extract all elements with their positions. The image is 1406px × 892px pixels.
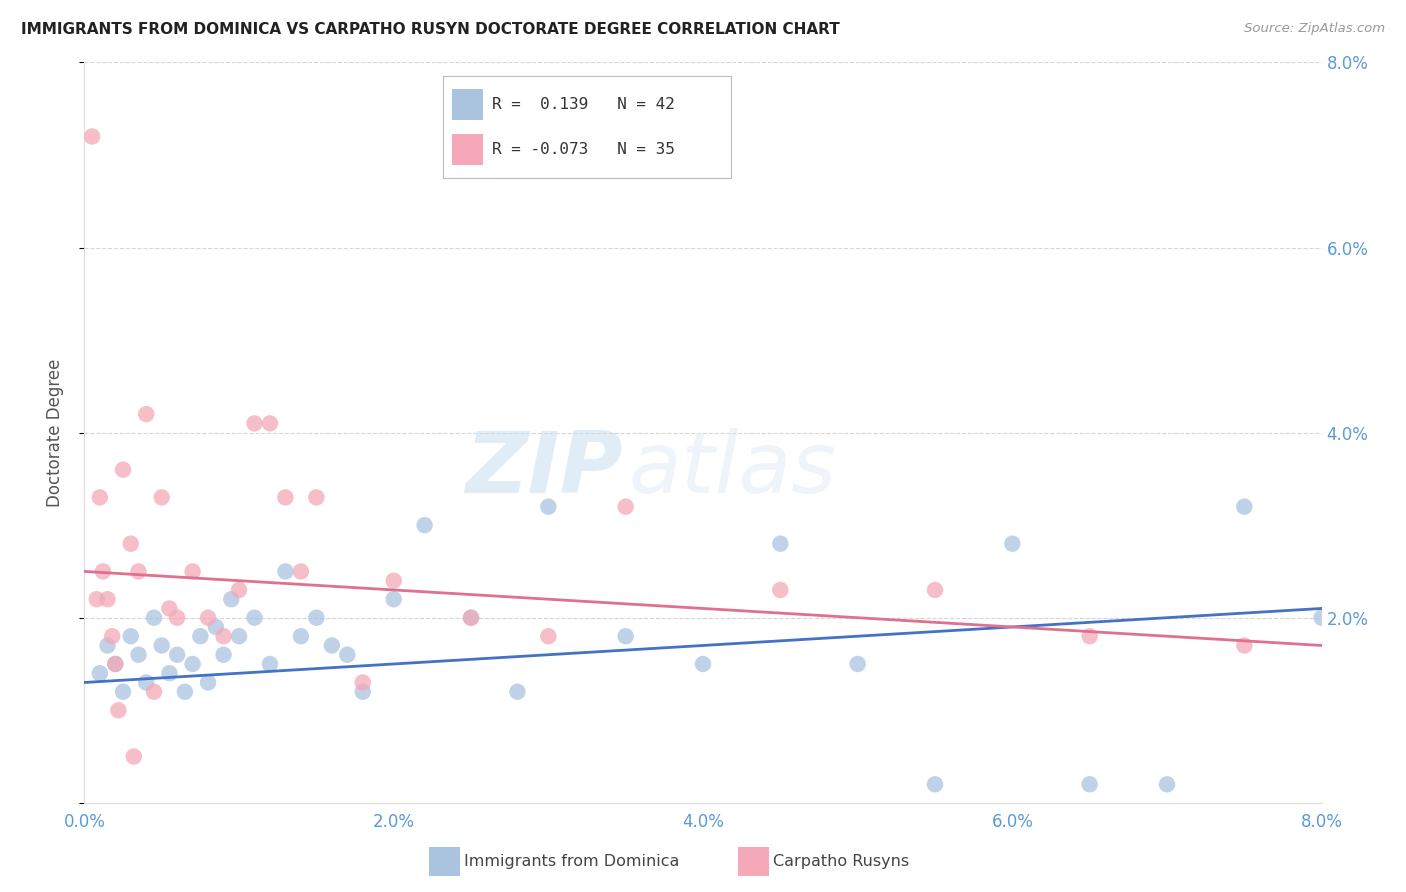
Point — [104, 657, 127, 671]
Point — [352, 685, 374, 699]
Point — [769, 582, 792, 597]
Point — [305, 611, 328, 625]
Point — [101, 629, 124, 643]
Point — [159, 601, 181, 615]
Point — [120, 537, 142, 551]
Point — [89, 666, 111, 681]
Point — [120, 629, 142, 643]
Point — [181, 657, 204, 671]
Point — [86, 592, 108, 607]
Point — [166, 648, 188, 662]
Point — [135, 407, 157, 421]
Point — [924, 582, 946, 597]
Point — [537, 500, 560, 514]
Text: ZIP: ZIP — [465, 428, 623, 511]
Point — [1001, 537, 1024, 551]
Point — [259, 657, 281, 671]
Point — [112, 463, 135, 477]
Point — [259, 417, 281, 431]
Point — [924, 777, 946, 791]
Point — [212, 629, 235, 643]
Point — [159, 666, 181, 681]
Point — [460, 611, 482, 625]
Point — [692, 657, 714, 671]
Text: IMMIGRANTS FROM DOMINICA VS CARPATHO RUSYN DOCTORATE DEGREE CORRELATION CHART: IMMIGRANTS FROM DOMINICA VS CARPATHO RUS… — [21, 22, 839, 37]
Point — [96, 592, 120, 607]
Point — [128, 648, 150, 662]
Point — [1310, 611, 1333, 625]
Point — [181, 565, 204, 579]
Point — [1078, 777, 1101, 791]
Text: Carpatho Rusyns: Carpatho Rusyns — [773, 855, 910, 869]
Point — [1156, 777, 1178, 791]
Point — [205, 620, 228, 634]
Point — [221, 592, 243, 607]
Point — [1233, 500, 1256, 514]
Point — [188, 629, 212, 643]
Text: R = -0.073   N = 35: R = -0.073 N = 35 — [492, 142, 675, 157]
Text: R =  0.139   N = 42: R = 0.139 N = 42 — [492, 97, 675, 112]
Point — [228, 629, 250, 643]
Point — [91, 565, 114, 579]
Point — [290, 629, 312, 643]
Bar — [451, 89, 484, 120]
Text: Immigrants from Dominica: Immigrants from Dominica — [464, 855, 679, 869]
Point — [382, 574, 405, 588]
Bar — [451, 135, 484, 165]
Point — [382, 592, 405, 607]
Point — [305, 491, 328, 505]
Point — [321, 639, 343, 653]
Point — [352, 675, 374, 690]
Point — [243, 417, 266, 431]
Point — [274, 491, 297, 505]
Point — [1078, 629, 1101, 643]
Point — [336, 648, 359, 662]
Point — [846, 657, 869, 671]
Point — [107, 703, 129, 717]
Point — [614, 500, 637, 514]
Point — [506, 685, 529, 699]
Point — [150, 491, 173, 505]
Point — [1233, 639, 1256, 653]
Point — [143, 685, 166, 699]
Point — [128, 565, 150, 579]
Point — [769, 537, 792, 551]
Point — [122, 749, 145, 764]
Point — [460, 611, 482, 625]
Point — [104, 657, 127, 671]
Point — [413, 518, 436, 533]
Point — [143, 611, 166, 625]
Point — [135, 675, 157, 690]
Point — [112, 685, 135, 699]
Y-axis label: Doctorate Degree: Doctorate Degree — [45, 359, 63, 507]
Point — [243, 611, 266, 625]
Point — [614, 629, 637, 643]
Point — [82, 129, 104, 144]
Point — [274, 565, 297, 579]
Text: atlas: atlas — [628, 428, 837, 511]
Point — [166, 611, 188, 625]
Point — [228, 582, 250, 597]
Point — [290, 565, 312, 579]
Text: Source: ZipAtlas.com: Source: ZipAtlas.com — [1244, 22, 1385, 36]
Point — [174, 685, 197, 699]
Point — [150, 639, 173, 653]
Point — [197, 611, 219, 625]
Point — [96, 639, 120, 653]
Point — [212, 648, 235, 662]
Point — [537, 629, 560, 643]
Point — [197, 675, 219, 690]
Point — [89, 491, 111, 505]
